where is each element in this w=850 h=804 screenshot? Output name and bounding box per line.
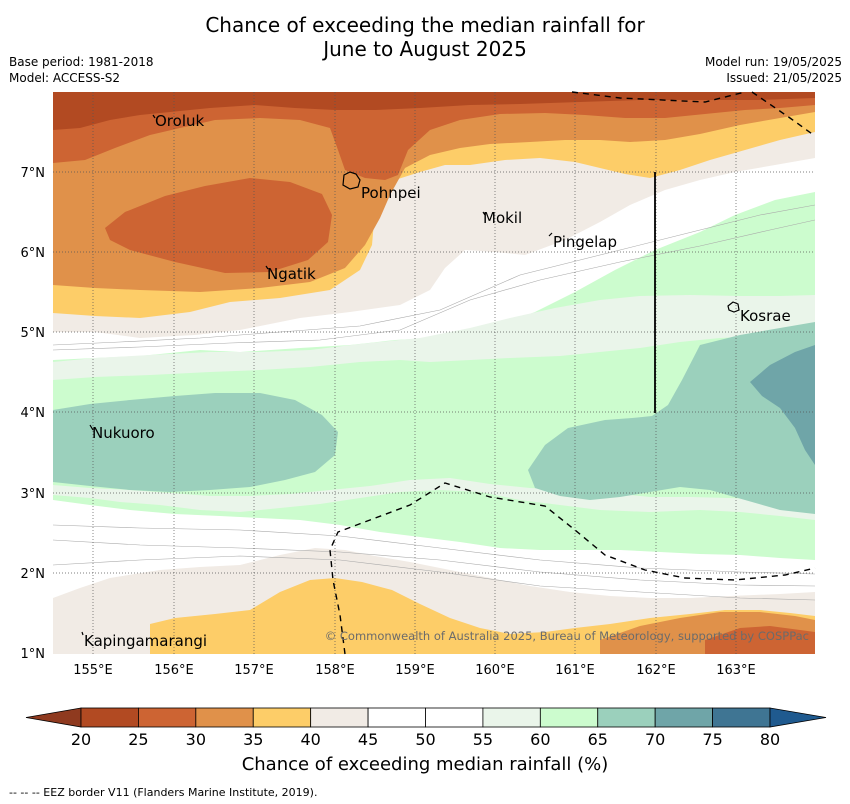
title-line-2: June to August 2025 bbox=[323, 37, 527, 61]
colorbar-tick-label: 65 bbox=[588, 730, 608, 749]
place-label-nukuoro: Nukuoro bbox=[92, 424, 155, 442]
colorbar-segment bbox=[367, 707, 426, 728]
nukuoro-dot bbox=[89, 424, 94, 431]
islands bbox=[81, 114, 740, 636]
lat-label: 3°N bbox=[21, 487, 46, 502]
eez-footnote: -- -- -- EEZ border V11 (Flanders Marine… bbox=[9, 786, 318, 799]
issued-date: Issued: 21/05/2025 bbox=[726, 71, 842, 85]
place-label-kapingamarangi: Kapingamarangi bbox=[84, 632, 207, 650]
lat-label: 4°N bbox=[21, 406, 46, 421]
longitude-labels: 155°E 156°E 157°E 158°E 159°E 160°E 161°… bbox=[73, 663, 756, 678]
model-name: Model: ACCESS-S2 bbox=[9, 71, 121, 85]
place-label-mokil: Mokil bbox=[483, 209, 522, 227]
lon-label: 156°E bbox=[154, 663, 194, 678]
ngatik-dot bbox=[265, 265, 269, 270]
lat-label: 2°N bbox=[21, 567, 46, 582]
lon-label: 160°E bbox=[475, 663, 515, 678]
colorbar-segment bbox=[425, 707, 484, 728]
pohnpei-outline bbox=[342, 171, 361, 190]
lon-label: 157°E bbox=[234, 663, 274, 678]
colorbar-segment bbox=[482, 707, 541, 728]
lon-label: 159°E bbox=[395, 663, 435, 678]
colorbar-tick-label: 35 bbox=[243, 730, 263, 749]
base-period: Base period: 1981-2018 bbox=[9, 55, 154, 69]
colorbar-segment bbox=[252, 707, 312, 728]
kosrae-outline bbox=[727, 301, 740, 313]
graticule bbox=[53, 92, 815, 654]
meta-right: Model run: 19/05/2025 Issued: 21/05/2025 bbox=[705, 54, 842, 86]
copyright-notice: © Commonwealth of Australia 2025, Bureau… bbox=[325, 629, 809, 643]
colorbar-tick-label: 55 bbox=[473, 730, 493, 749]
lon-label: 155°E bbox=[73, 663, 113, 678]
title-line-1: Chance of exceeding the median rainfall … bbox=[205, 13, 645, 37]
mokil-dot bbox=[482, 211, 486, 216]
oroluk-dot bbox=[152, 114, 156, 119]
lon-label: 163°E bbox=[716, 663, 756, 678]
kapingamarangi-dot bbox=[81, 631, 84, 636]
colorbar-segment bbox=[712, 707, 771, 728]
colorbar-high-extension bbox=[769, 707, 827, 728]
rainfall-contours bbox=[53, 92, 815, 654]
colorbar-segment bbox=[597, 707, 656, 728]
place-label-pingelap: Pingelap bbox=[553, 233, 617, 251]
place-label-kosrae: Kosrae bbox=[740, 307, 791, 325]
latitude-labels: 1°N 2°N 3°N 4°N 5°N 6°N 7°N bbox=[21, 166, 46, 662]
lat-label: 7°N bbox=[21, 166, 46, 181]
colorbar-tick-label: 20 bbox=[71, 730, 91, 749]
lat-label: 1°N bbox=[21, 647, 46, 662]
place-label-oroluk: Oroluk bbox=[155, 112, 204, 130]
colorbar-tick-label: 25 bbox=[128, 730, 148, 749]
place-labels: Oroluk Pohnpei Mokil Pingelap Ngatik Kos… bbox=[84, 112, 791, 650]
colorbar-tick-label: 50 bbox=[415, 730, 435, 749]
lon-label: 162°E bbox=[636, 663, 676, 678]
lat-label: 5°N bbox=[21, 326, 46, 341]
colorbar-low-extension bbox=[25, 707, 82, 728]
meta-left: Base period: 1981-2018 Model: ACCESS-S2 bbox=[9, 54, 154, 86]
colorbar-tick-label: 70 bbox=[645, 730, 665, 749]
colorbar-tick-label: 60 bbox=[530, 730, 550, 749]
colorbar-tick-label: 40 bbox=[300, 730, 320, 749]
pingelap-dot bbox=[548, 232, 553, 237]
colorbar-segment bbox=[138, 707, 197, 728]
place-label-pohnpei: Pohnpei bbox=[361, 184, 421, 202]
lat-label: 6°N bbox=[21, 246, 46, 261]
colorbar: 20 25 30 35 40 45 50 55 60 65 70 75 80 bbox=[25, 707, 827, 749]
colorbar-tick-label: 45 bbox=[358, 730, 378, 749]
colorbar-segment bbox=[539, 707, 599, 728]
chart-title: Chance of exceeding the median rainfall … bbox=[0, 13, 850, 61]
colorbar-segment bbox=[310, 707, 369, 728]
model-run: Model run: 19/05/2025 bbox=[704, 55, 842, 69]
lon-label: 161°E bbox=[555, 663, 595, 678]
colorbar-segment bbox=[195, 707, 254, 728]
colorbar-segment bbox=[80, 707, 139, 728]
place-label-ngatik: Ngatik bbox=[267, 265, 316, 283]
colorbar-segment bbox=[654, 707, 713, 728]
colorbar-tick-label: 75 bbox=[702, 730, 722, 749]
colorbar-tick-label: 80 bbox=[760, 730, 780, 749]
colorbar-tick-label: 30 bbox=[186, 730, 206, 749]
colorbar-title: Chance of exceeding median rainfall (%) bbox=[241, 754, 609, 775]
lon-label: 158°E bbox=[315, 663, 355, 678]
eez-border bbox=[329, 91, 816, 655]
